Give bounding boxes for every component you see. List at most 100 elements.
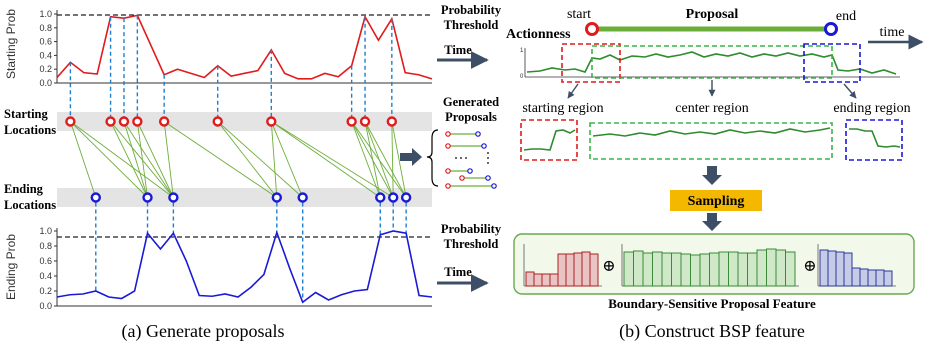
ending-hist-bar <box>883 270 893 287</box>
mini-proposal-start <box>445 168 451 174</box>
center-hist-bar <box>785 251 796 287</box>
ending-prob-ylabel: Ending Prob <box>4 234 18 300</box>
ending-prob-tick-label: 0.2 <box>39 286 52 296</box>
proposals-brace <box>426 129 439 187</box>
starting-prob-chart: Starting Prob 1.0 0.8 0.6 0.4 0.2 0.0 Probabi… <box>4 3 502 88</box>
starting-location-node <box>386 116 398 127</box>
center-hist-bar <box>709 252 720 287</box>
proposal-pair-line <box>391 121 394 198</box>
proposal-pair-line <box>364 121 407 198</box>
panel-a-caption: (a) Generate proposals <box>122 321 285 342</box>
proposal-pair-line <box>217 121 303 198</box>
center-region-label: center region <box>675 101 748 116</box>
ellipsis-dot <box>487 152 489 154</box>
ending-threshold-label-1: Probability <box>441 222 502 236</box>
center-hist-bar <box>690 254 701 287</box>
sampling-label: Sampling <box>688 194 745 209</box>
proposal-pair-line <box>110 121 174 198</box>
proposal-pair-line <box>136 121 174 198</box>
mini-proposal-start <box>445 183 451 189</box>
proposal-pair-line <box>270 121 304 198</box>
starting-locations-band <box>57 112 432 131</box>
ending-prob-tick-label: 0.0 <box>39 301 52 311</box>
ending-time-label: Time <box>444 265 472 279</box>
starting-hist-bar <box>557 253 567 287</box>
center-region-crop <box>589 122 833 160</box>
ending-location-nodes <box>90 192 412 203</box>
sampling-arrow-top <box>702 166 722 185</box>
center-hist-bar <box>775 249 786 287</box>
candidate-pairs <box>69 121 407 198</box>
ending-hist-bar <box>835 251 845 287</box>
starting-region-arrow <box>567 83 579 99</box>
starting-hist-bar <box>525 271 535 287</box>
starting-hist-bar <box>565 253 575 287</box>
center-hist-bar <box>747 252 758 287</box>
actionness-axis-zero: 0 <box>520 74 524 80</box>
starting-location-node <box>158 116 170 127</box>
center-feature-histogram <box>621 244 799 287</box>
generated-proposals-label-1: Generated <box>443 95 499 109</box>
ending-hist-bar <box>867 269 877 287</box>
starting-threshold-label-2: Threshold <box>444 18 499 32</box>
proposal-pair-line <box>270 121 278 198</box>
starting-threshold-label-1: Probability <box>441 3 502 17</box>
starting-hist-bar <box>533 273 543 287</box>
center-hist-bar <box>652 251 663 287</box>
starting-prob-tick-label: 0.0 <box>39 78 52 88</box>
ending-hist-bar <box>875 269 885 287</box>
center-hist-bar <box>680 253 691 287</box>
ending-prob-tick-label: 1.0 <box>39 226 52 236</box>
proposal-pair-line <box>110 121 148 198</box>
ending-hist-bar <box>851 267 861 287</box>
feature-label: Boundary-Sensitive Proposal Feature <box>608 296 816 311</box>
panel-b-caption: (b) Construct BSP feature <box>619 321 805 342</box>
mini-proposal-end <box>491 183 497 189</box>
proposal-pair-line <box>391 121 407 198</box>
mini-proposal-start <box>445 143 451 149</box>
mini-proposal-end <box>467 168 473 174</box>
center-hist-bar <box>623 251 634 287</box>
starting-prob-tick-label: 0.4 <box>39 50 52 60</box>
proposal-pair-line <box>271 121 394 198</box>
proposal-pair-line <box>217 121 278 198</box>
ending-region-arrow <box>843 83 857 99</box>
proposal-pair-line <box>163 121 278 198</box>
center-region-box <box>591 45 833 79</box>
center-hist-bar <box>633 250 644 287</box>
actionness-label: Actionness <box>506 27 571 42</box>
proposal-start-label: start <box>567 7 591 22</box>
ending-location-node <box>375 192 386 203</box>
starting-hist-bar <box>549 273 559 287</box>
panel-b: start end Proposal Actionness 1 0 time s… <box>506 7 924 342</box>
mini-proposal-start <box>445 131 451 137</box>
ending-prob-tick-label: 0.8 <box>39 241 52 251</box>
center-hist-bar <box>642 252 653 287</box>
starting-locations-label-1: Starting <box>4 107 49 121</box>
proposal-pair-line <box>364 121 394 198</box>
ending-locations-band <box>57 188 432 207</box>
ending-hist-bar <box>827 250 837 287</box>
starting-prob-tick-label: 0.6 <box>39 37 52 47</box>
ending-region-box <box>803 43 861 83</box>
starting-location-node <box>212 116 223 127</box>
actionness-curve <box>526 51 897 75</box>
proposal-pair-line <box>136 121 148 198</box>
starting-prob-series <box>56 14 433 80</box>
ending-dashed-drops <box>95 202 407 303</box>
proposal-start-node <box>585 22 599 36</box>
ending-region-label: ending region <box>833 101 910 116</box>
proposal-end-label: end <box>836 9 856 24</box>
big-right-arrow <box>400 148 422 166</box>
starting-location-node <box>132 116 143 127</box>
center-region-curve <box>592 127 831 137</box>
proposal-pair-line <box>271 121 381 198</box>
starting-location-node <box>346 116 357 127</box>
generated-proposals-label-2: Proposals <box>445 110 497 124</box>
actionness-time-label: time <box>880 25 905 40</box>
center-hist-bar <box>756 249 767 287</box>
plus-symbol-1: ⊕ <box>602 258 615 275</box>
ending-hist-bar <box>859 268 869 287</box>
starting-prob-tick-label: 0.8 <box>39 23 52 33</box>
starting-feature-histogram <box>523 244 602 287</box>
